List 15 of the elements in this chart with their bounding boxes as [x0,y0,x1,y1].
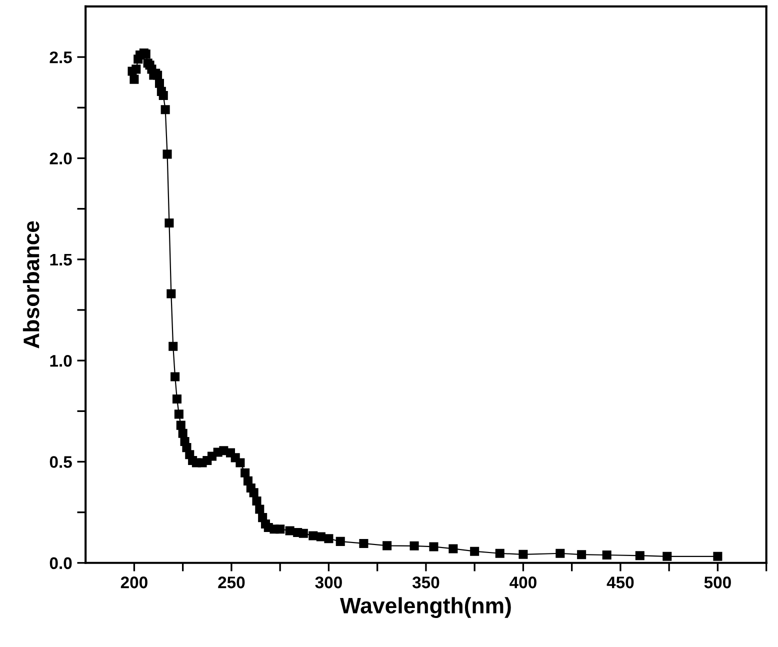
x-tick-label: 300 [315,576,342,588]
y-axis-title: Absorbance [22,221,40,348]
x-tick-label: 200 [120,576,148,588]
x-tick-label: 350 [412,576,440,588]
y-tick-label: 2.0 [50,152,72,164]
y-tick-label: 1.5 [50,254,72,266]
x-tick-label: 450 [606,576,634,588]
y-tick-label: 2.5 [50,51,72,64]
x-tick-label: 500 [704,576,731,588]
x-tick-label: 250 [218,576,245,588]
y-tick-label: 1.0 [50,354,72,367]
y-tick-label: 0.0 [50,557,72,570]
x-axis-title: Wavelength(nm) [340,597,511,618]
x-tick-label: 400 [510,576,536,588]
y-tick-label: 0.5 [50,456,72,468]
